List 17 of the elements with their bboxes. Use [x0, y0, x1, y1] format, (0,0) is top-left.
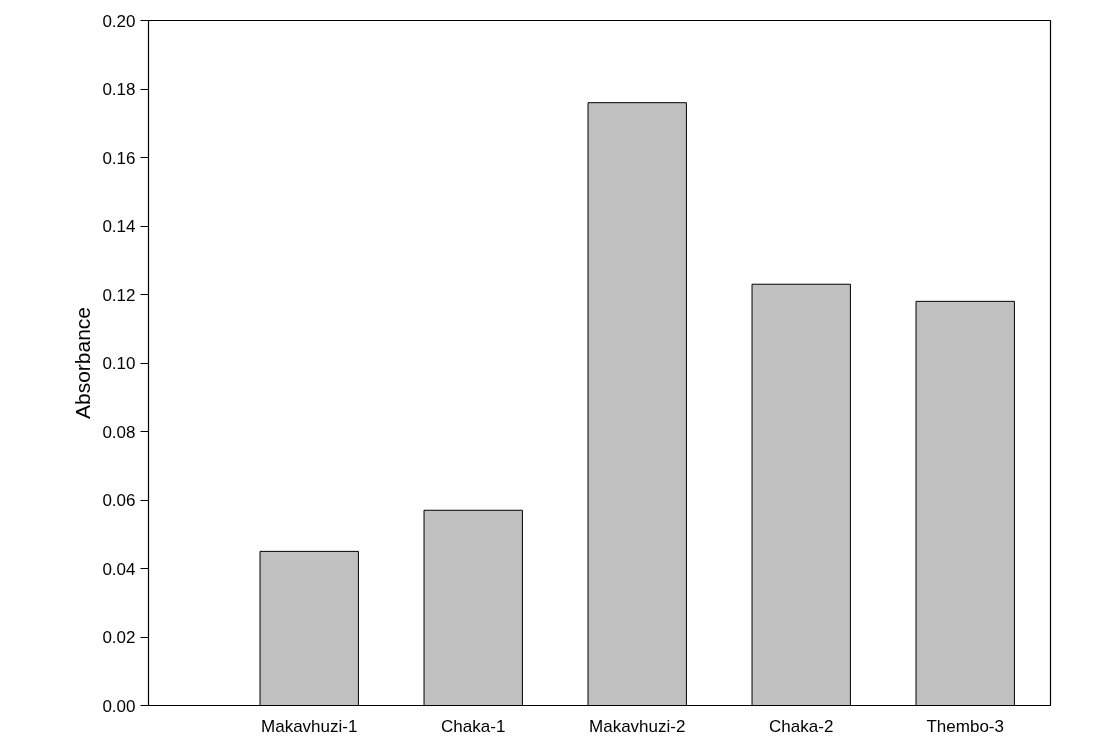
y-tick-label: 0.00 [102, 696, 136, 716]
y-tick-label: 0.16 [102, 148, 136, 168]
y-tick-label: 0.12 [102, 285, 136, 305]
x-tick-label: Thembo-3 [926, 716, 1004, 736]
y-tick-label: 0.02 [102, 628, 136, 647]
y-tick-label: 0.10 [102, 354, 136, 373]
y-tick-label: 0.20 [102, 11, 136, 31]
x-tick-label: Chaka-2 [769, 716, 834, 736]
y-tick-label: 0.18 [102, 80, 136, 99]
y-tick-label: 0.08 [102, 422, 136, 442]
x-tick-label: Makavhuzi-1 [261, 716, 358, 736]
x-tick-label: Chaka-1 [441, 716, 506, 736]
y-axis-title: Absorbance [71, 306, 95, 420]
y-tick-label: 0.04 [102, 559, 136, 579]
y-tick-label: 0.06 [102, 491, 136, 510]
y-tick-label: 0.14 [102, 217, 136, 236]
x-tick-label: Makavhuzi-2 [589, 716, 686, 736]
